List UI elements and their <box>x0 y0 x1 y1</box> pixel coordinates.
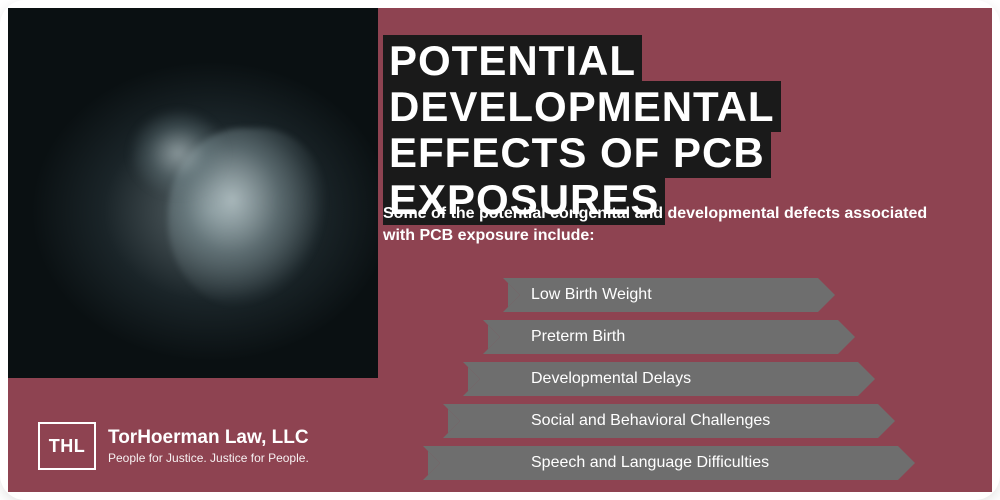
item-label: Developmental Delays <box>463 370 691 388</box>
list-item: Social and Behavioral Challenges <box>383 404 968 440</box>
item-bar: Preterm Birth <box>483 320 838 354</box>
item-label: Social and Behavioral Challenges <box>443 412 770 430</box>
effects-list: Low Birth Weight Preterm Birth Development… <box>383 278 968 488</box>
item-bar: Social and Behavioral Challenges <box>443 404 878 438</box>
item-bar: Developmental Delays <box>463 362 858 396</box>
list-item: Low Birth Weight <box>383 278 968 314</box>
list-item: Developmental Delays <box>383 362 968 398</box>
chevron-right-icon <box>818 278 835 312</box>
title-text: POTENTIAL DEVELOPMENTAL EFFECTS OF PCB E… <box>383 35 781 225</box>
logo-abbrev-box: THL <box>38 422 96 470</box>
ultrasound-image <box>8 8 378 378</box>
subtitle-text: Some of the potential congenital and dev… <box>383 203 932 248</box>
item-label: Speech and Language Difficulties <box>423 454 769 472</box>
chevron-right-icon <box>878 404 895 438</box>
chevron-right-icon <box>838 320 855 354</box>
chevron-right-icon <box>898 446 915 480</box>
logo-text-block: TorHoerman Law, LLC People for Justice. … <box>108 427 309 465</box>
item-label: Low Birth Weight <box>503 286 652 304</box>
infographic-card: POTENTIAL DEVELOPMENTAL EFFECTS OF PCB E… <box>0 0 1000 500</box>
chevron-right-icon <box>858 362 875 396</box>
logo-abbrev: THL <box>49 436 86 457</box>
list-item: Preterm Birth <box>383 320 968 356</box>
inner-panel: POTENTIAL DEVELOPMENTAL EFFECTS OF PCB E… <box>8 8 992 492</box>
item-label: Preterm Birth <box>483 328 625 346</box>
main-title: POTENTIAL DEVELOPMENTAL EFFECTS OF PCB E… <box>383 38 962 223</box>
logo-tagline: People for Justice. Justice for People. <box>108 451 309 465</box>
logo-firm-name: TorHoerman Law, LLC <box>108 427 309 449</box>
item-bar: Speech and Language Difficulties <box>423 446 898 480</box>
item-bar: Low Birth Weight <box>503 278 818 312</box>
firm-logo: THL TorHoerman Law, LLC People for Justi… <box>38 422 309 470</box>
list-item: Speech and Language Difficulties <box>383 446 968 482</box>
